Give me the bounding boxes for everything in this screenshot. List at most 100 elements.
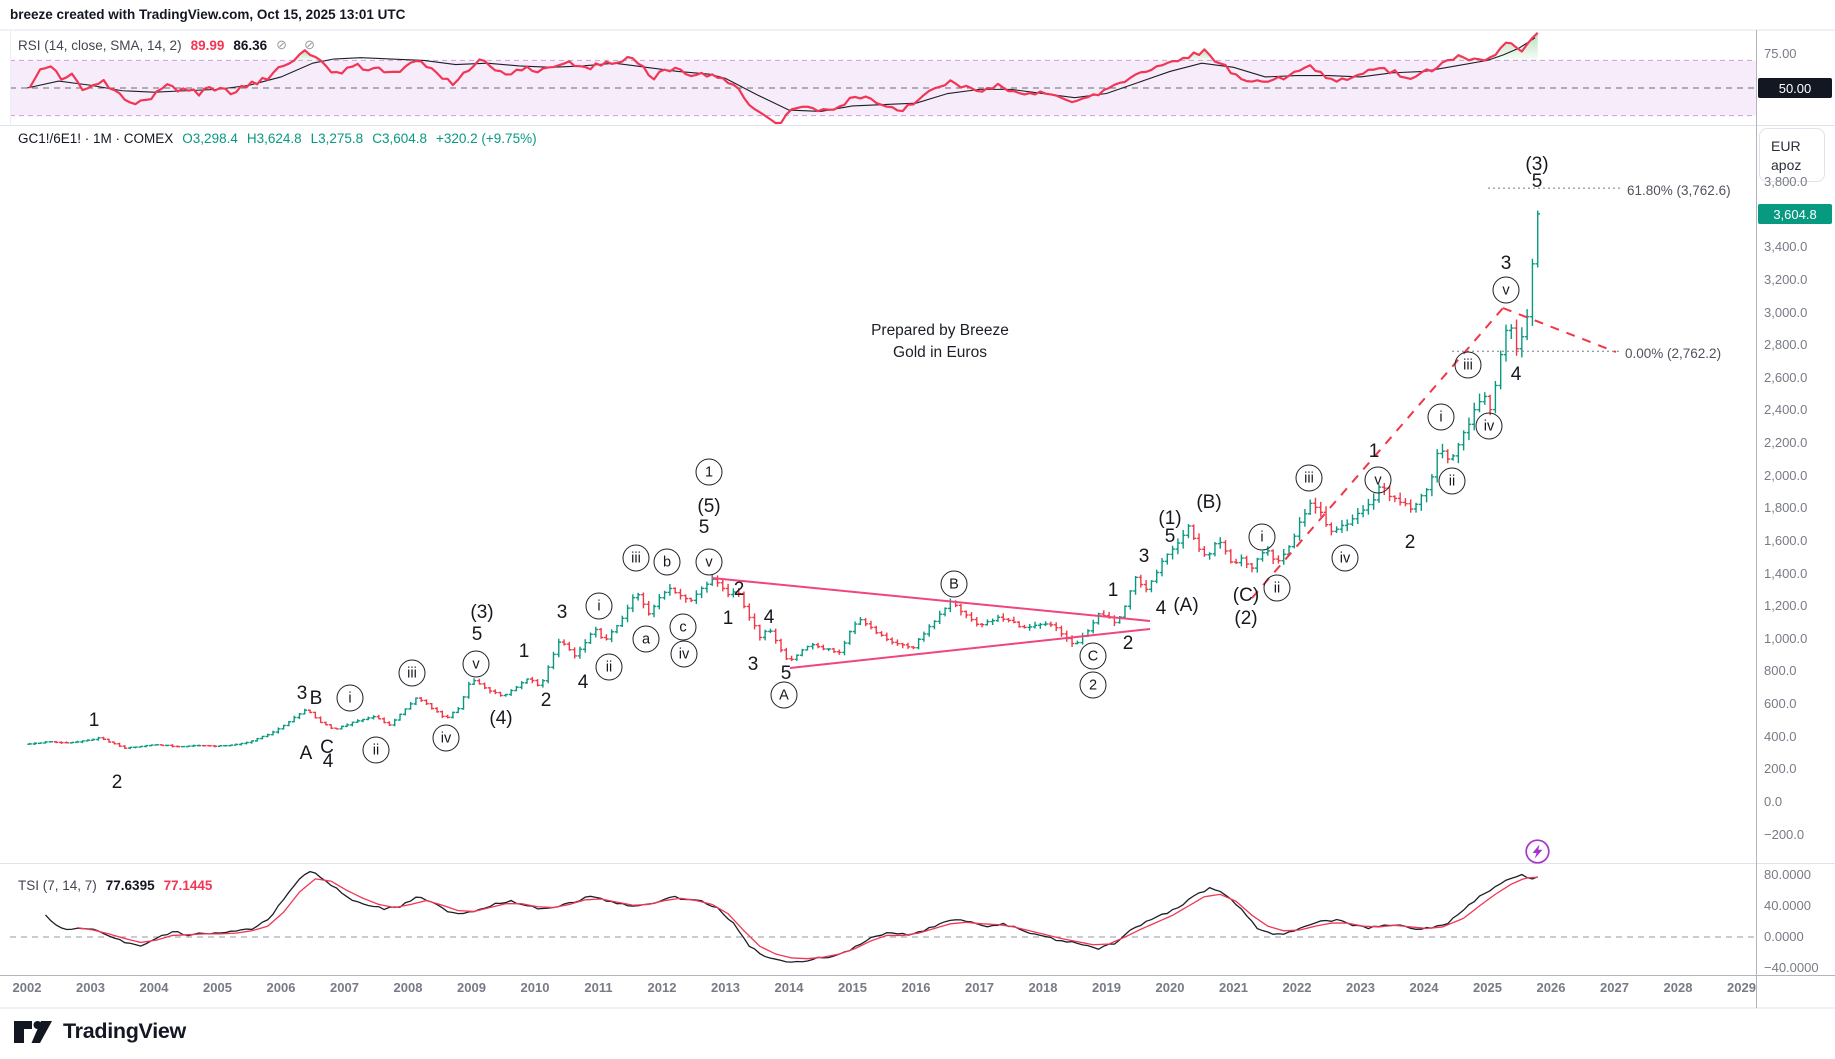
wave-label[interactable]: A bbox=[299, 743, 313, 764]
wave-label[interactable]: c bbox=[669, 613, 697, 641]
wave-label[interactable]: 1 bbox=[695, 458, 723, 486]
wave-label[interactable]: v bbox=[695, 548, 723, 576]
wave-label[interactable]: 1 bbox=[1107, 580, 1119, 601]
wave-label[interactable]: 2 bbox=[733, 579, 745, 600]
fib-level-0-label[interactable]: 0.00% (2,762.2) bbox=[1625, 346, 1722, 361]
wave-label[interactable]: (4) bbox=[489, 708, 513, 729]
wave-label[interactable]: 4 bbox=[1155, 598, 1167, 619]
wave-label[interactable]: iii bbox=[622, 544, 650, 572]
wave-label[interactable]: 1 bbox=[722, 608, 734, 629]
time-axis-year[interactable]: 2026 bbox=[1536, 980, 1566, 995]
wave-label[interactable]: B bbox=[309, 688, 323, 709]
price-axis-tick[interactable]: 2,400.0 bbox=[1764, 402, 1808, 418]
wave-label[interactable]: 4 bbox=[1510, 364, 1522, 385]
wave-label[interactable]: (3) bbox=[1525, 154, 1549, 175]
price-axis-tick[interactable]: 1,800.0 bbox=[1764, 500, 1808, 516]
wave-label[interactable]: 2 bbox=[540, 690, 552, 711]
wave-label[interactable]: (A) bbox=[1173, 595, 1199, 616]
wave-label[interactable]: 2 bbox=[1079, 671, 1107, 699]
wave-label[interactable]: 5 bbox=[1531, 171, 1543, 192]
wave-label[interactable]: C bbox=[320, 737, 334, 758]
wave-label[interactable]: 5 bbox=[698, 517, 710, 538]
wave-label[interactable]: 3 bbox=[747, 654, 759, 675]
wave-label[interactable]: b bbox=[653, 548, 681, 576]
wave-label[interactable]: 3 bbox=[296, 683, 308, 704]
wave-label[interactable]: 1 bbox=[88, 710, 100, 731]
time-axis-year[interactable]: 2013 bbox=[711, 980, 740, 995]
price-axis-tick[interactable]: 2,800.0 bbox=[1764, 337, 1808, 353]
price-axis-unit-box[interactable]: EUR apoz bbox=[1759, 128, 1825, 182]
wave-label[interactable]: iv bbox=[1331, 544, 1359, 572]
time-axis-year[interactable]: 2029 bbox=[1727, 980, 1756, 995]
wave-label[interactable]: 5 bbox=[471, 624, 483, 645]
wave-label[interactable]: (1) bbox=[1158, 508, 1182, 529]
wave-label[interactable]: (5) bbox=[697, 496, 721, 517]
rsi-axis-tick[interactable]: 75.00 bbox=[1764, 45, 1797, 61]
wave-label[interactable]: iii bbox=[398, 659, 426, 687]
wave-label[interactable]: v bbox=[1492, 276, 1520, 304]
wave-label[interactable]: 2 bbox=[1404, 532, 1416, 553]
time-axis-year[interactable]: 2022 bbox=[1282, 980, 1312, 995]
rsi-hide-icon[interactable]: ⊘ bbox=[304, 37, 323, 52]
time-axis-year[interactable]: 2003 bbox=[76, 980, 105, 995]
price-axis-tick[interactable]: 600.0 bbox=[1764, 696, 1797, 711]
wave-label[interactable]: 5 bbox=[1164, 526, 1176, 547]
price-axis-tick[interactable]: 2,000.0 bbox=[1764, 467, 1808, 483]
time-axis-year[interactable]: 2012 bbox=[647, 980, 677, 995]
price-axis-tick[interactable]: 1,600.0 bbox=[1764, 532, 1808, 548]
price-axis-tick[interactable]: 2,600.0 bbox=[1764, 369, 1808, 385]
time-axis-year[interactable]: 2014 bbox=[774, 980, 804, 995]
time-axis-year[interactable]: 2002 bbox=[12, 980, 42, 995]
wave-label[interactable]: ii bbox=[362, 736, 390, 764]
wave-label[interactable]: 1 bbox=[1368, 441, 1380, 462]
wave-label[interactable]: 4 bbox=[577, 672, 589, 693]
wave-label[interactable]: 3 bbox=[1138, 546, 1150, 567]
price-axis-tick[interactable]: 3,200.0 bbox=[1764, 271, 1808, 287]
price-axis-tick[interactable]: 400.0 bbox=[1764, 728, 1797, 744]
wave-label[interactable]: (C) bbox=[1232, 585, 1260, 606]
time-axis-year[interactable]: 2021 bbox=[1219, 980, 1248, 995]
wave-label[interactable]: (B) bbox=[1196, 492, 1222, 513]
wave-label[interactable]: 1 bbox=[518, 641, 530, 662]
price-axis-tick[interactable]: 2,200.0 bbox=[1764, 435, 1808, 450]
time-axis-year[interactable]: 2009 bbox=[457, 980, 486, 995]
wave-label[interactable]: 4 bbox=[763, 607, 775, 628]
wave-label[interactable]: iii bbox=[1295, 464, 1323, 492]
wave-label[interactable]: (3) bbox=[470, 602, 494, 623]
time-axis-year[interactable]: 2019 bbox=[1092, 980, 1121, 995]
time-axis-year[interactable]: 2010 bbox=[520, 980, 550, 995]
price-axis-tick[interactable]: 800.0 bbox=[1764, 663, 1797, 679]
price-axis-tick[interactable]: 200.0 bbox=[1764, 761, 1797, 777]
wave-label[interactable]: B bbox=[940, 570, 968, 598]
price-axis-tick[interactable]: 3,400.0 bbox=[1764, 239, 1808, 255]
wave-label[interactable]: 2 bbox=[1122, 633, 1134, 654]
wave-label[interactable]: iv bbox=[432, 724, 460, 752]
time-axis-year[interactable]: 2007 bbox=[330, 980, 359, 995]
wave-label[interactable]: A bbox=[770, 681, 798, 709]
wave-label[interactable]: 2 bbox=[111, 772, 123, 793]
time-axis-year[interactable]: 2024 bbox=[1409, 980, 1439, 995]
price-axis-tick[interactable]: 3,000.0 bbox=[1764, 304, 1808, 320]
price-axis-tick[interactable]: 1,000.0 bbox=[1764, 630, 1808, 646]
boost-lightning-button[interactable] bbox=[1524, 838, 1551, 865]
wave-label[interactable]: i bbox=[585, 592, 613, 620]
tsi-axis-tick[interactable]: −40.0000 bbox=[1764, 960, 1819, 975]
wave-label[interactable]: ii bbox=[1438, 467, 1466, 495]
wave-label[interactable]: ii bbox=[1263, 574, 1291, 602]
tsi-axis-tick[interactable]: 80.0000 bbox=[1764, 867, 1811, 882]
price-axis-tick[interactable]: 1,400.0 bbox=[1764, 565, 1808, 581]
wave-label[interactable]: i bbox=[1248, 523, 1276, 551]
time-axis-year[interactable]: 2004 bbox=[139, 980, 169, 995]
time-axis-year[interactable]: 2018 bbox=[1028, 980, 1058, 995]
wave-label[interactable]: iii bbox=[1454, 351, 1482, 379]
symbol-title[interactable]: GC1!/6E1! · 1M · COMEX bbox=[18, 131, 174, 146]
price-axis-tick[interactable]: 3,800.0 bbox=[1764, 174, 1808, 189]
time-axis-year[interactable]: 2023 bbox=[1346, 980, 1375, 995]
time-axis-year[interactable]: 2025 bbox=[1473, 980, 1502, 995]
wave-label[interactable]: 5 bbox=[780, 663, 792, 684]
wave-label[interactable]: 4 bbox=[322, 751, 334, 772]
wave-label[interactable]: a bbox=[632, 625, 660, 653]
tsi-axis-tick[interactable]: 0.0000 bbox=[1764, 929, 1804, 944]
wave-label[interactable]: iv bbox=[670, 640, 698, 668]
